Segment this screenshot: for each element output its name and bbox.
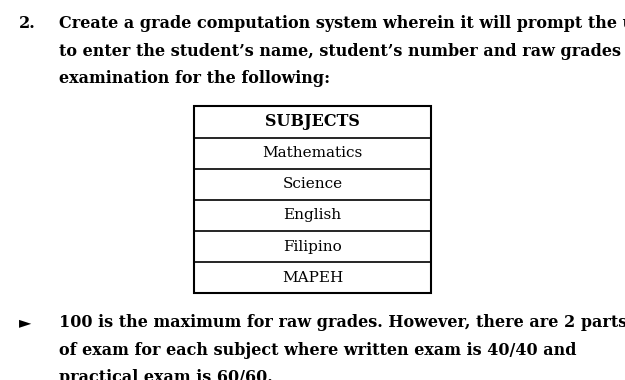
Text: 2.: 2. — [19, 15, 36, 32]
Text: Mathematics: Mathematics — [262, 146, 362, 160]
Text: Science: Science — [282, 177, 342, 191]
Text: of exam for each subject where written exam is 40/40 and: of exam for each subject where written e… — [59, 342, 577, 359]
Text: 100 is the maximum for raw grades. However, there are 2 parts: 100 is the maximum for raw grades. Howev… — [59, 314, 625, 331]
Text: examination for the following:: examination for the following: — [59, 70, 331, 87]
Text: MAPEH: MAPEH — [282, 271, 343, 285]
Text: SUBJECTS: SUBJECTS — [265, 114, 360, 130]
Text: Filipino: Filipino — [283, 240, 342, 253]
Text: English: English — [284, 209, 341, 222]
Text: Create a grade computation system wherein it will prompt the user: Create a grade computation system wherei… — [59, 15, 625, 32]
Bar — [194, 106, 431, 293]
Text: to enter the student’s name, student’s number and raw grades of: to enter the student’s name, student’s n… — [59, 43, 625, 60]
Text: practical exam is 60/60.: practical exam is 60/60. — [59, 369, 273, 380]
Text: ►: ► — [19, 314, 31, 331]
